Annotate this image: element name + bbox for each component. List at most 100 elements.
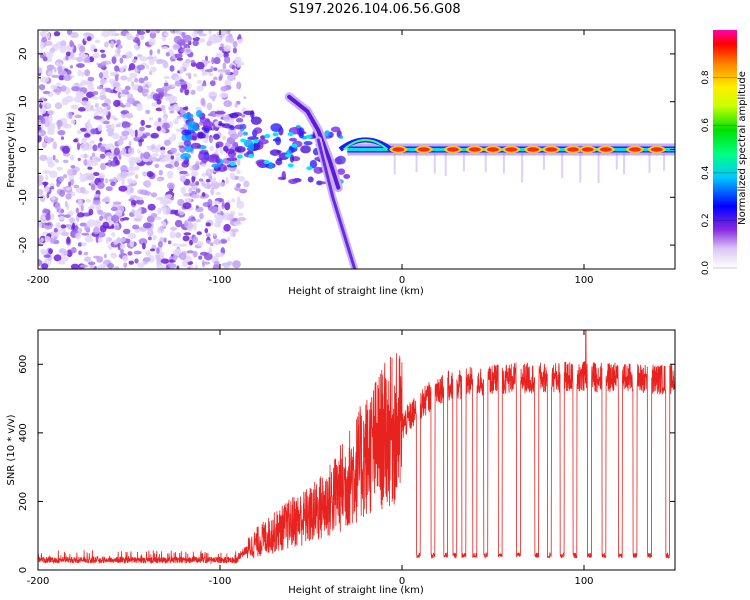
noise-blob (104, 178, 109, 184)
pulse-core (446, 147, 459, 152)
noise-blob (114, 65, 120, 72)
noise-blob (106, 105, 111, 111)
noise-blob (128, 140, 132, 147)
dropout-streak (542, 153, 545, 170)
noise-blob (162, 221, 167, 227)
noise-blob (81, 100, 89, 106)
noise-blob (142, 257, 151, 262)
noise-blob (194, 264, 199, 269)
noise-blob (208, 73, 214, 77)
noise-blob (151, 156, 158, 162)
noise-blob (139, 56, 148, 62)
noise-blob (182, 202, 192, 210)
noise-blob (125, 51, 131, 59)
noise-blob (60, 231, 69, 237)
noise-blob (218, 75, 223, 81)
noise-blob (135, 173, 139, 179)
noise-blob (48, 248, 53, 255)
noise-blob (104, 41, 109, 48)
noise-blob (163, 76, 171, 80)
noise-blob (174, 53, 183, 59)
noise-blob (182, 34, 192, 43)
noise-blob (68, 111, 73, 117)
transition-blob (195, 110, 203, 118)
transition-blob (288, 178, 298, 185)
noise-blob (220, 43, 225, 48)
transition-blob (201, 157, 209, 163)
noise-blob (174, 152, 181, 157)
noise-blob (70, 263, 80, 269)
transition-hot (291, 143, 298, 148)
noise-blob (102, 69, 109, 76)
noise-blob (133, 136, 140, 142)
transition-hot (229, 161, 236, 166)
noise-blob (92, 226, 100, 235)
noise-blob (83, 153, 88, 159)
dropout-streak (393, 153, 396, 175)
noise-blob (44, 254, 51, 258)
spectrogram-ytick-label: 20 (18, 48, 29, 61)
noise-blob (79, 186, 86, 194)
noise-blob (156, 99, 162, 105)
spectrogram-ytick-label: 10 (18, 95, 29, 108)
noise-blob (111, 224, 115, 229)
noise-blob (176, 166, 184, 171)
noise-blob (57, 69, 67, 76)
noise-blob (79, 264, 88, 268)
transition-blob (229, 125, 235, 130)
noise-blob (155, 30, 161, 34)
noise-blob (169, 231, 176, 239)
noise-blob (145, 30, 151, 34)
transition-blob (248, 142, 255, 152)
transition-blob (288, 137, 297, 142)
noise-blob (117, 138, 124, 146)
noise-blob (54, 158, 60, 164)
noise-blob (94, 219, 100, 225)
noise-blob (233, 175, 240, 180)
noise-blob (55, 222, 61, 229)
noise-blob (188, 182, 196, 187)
noise-blob (210, 187, 215, 196)
noise-blob (60, 224, 67, 229)
noise-blob (105, 186, 113, 192)
noise-blob (150, 212, 158, 218)
noise-blob (173, 118, 179, 125)
noise-blob (78, 45, 86, 53)
noise-blob (155, 88, 165, 93)
noise-blob (174, 105, 181, 111)
noise-blob (156, 247, 160, 254)
noise-blob (179, 87, 184, 93)
noise-blob (71, 86, 81, 92)
noise-blob (198, 178, 204, 182)
noise-blob (213, 238, 222, 245)
spectrogram-xtick-label: 0 (399, 275, 405, 286)
noise-blob (77, 242, 83, 247)
noise-blob (117, 91, 122, 99)
noise-blob (155, 147, 159, 154)
noise-blob (99, 215, 103, 221)
noise-blob (80, 204, 84, 212)
noise-blob (132, 58, 137, 64)
dropout-streak (502, 153, 505, 174)
noise-blob (211, 56, 215, 65)
noise-blob (58, 248, 67, 254)
snr-axes: -200 -100 0 100 0 200 400 600 (18, 330, 675, 587)
noise-blob (114, 74, 119, 82)
noise-blob (212, 264, 220, 269)
noise-blob (186, 250, 194, 254)
noise-blob (172, 43, 181, 51)
noise-blob (191, 175, 196, 183)
transition-blob (250, 116, 262, 125)
noise-blob (179, 175, 187, 183)
noise-blob (76, 56, 84, 63)
noise-blob (56, 82, 62, 87)
noise-blob (182, 235, 190, 242)
transition-blob (313, 166, 324, 174)
spectrogram-noise (38, 30, 250, 269)
dropout-streak (561, 153, 564, 179)
noise-blob (61, 256, 69, 262)
noise-blob (119, 243, 126, 250)
transition-blob (226, 157, 238, 162)
noise-blob (208, 30, 212, 36)
noise-blob (40, 100, 46, 106)
